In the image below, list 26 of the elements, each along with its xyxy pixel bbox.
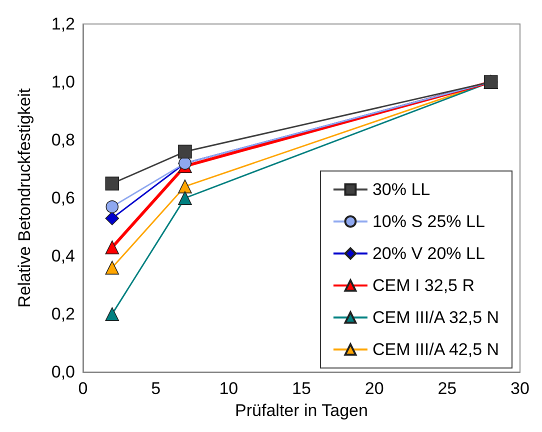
legend-label: 30% LL bbox=[372, 180, 430, 199]
x-tick-label: 10 bbox=[219, 379, 238, 398]
legend-label: CEM I 32,5 R bbox=[372, 276, 475, 295]
point bbox=[105, 211, 120, 226]
point bbox=[105, 176, 120, 190]
y-tick-label: 0,4 bbox=[51, 246, 75, 266]
x-axis-title: Prüfalter in Tagen bbox=[235, 401, 368, 420]
x-tick-label: 0 bbox=[78, 379, 88, 398]
x-tick-label: 30 bbox=[510, 379, 530, 398]
legend-label: CEM III/A 32,5 N bbox=[372, 308, 500, 327]
y-tick-label: 0,8 bbox=[51, 130, 75, 150]
y-tick-label: 0,2 bbox=[51, 304, 75, 324]
point bbox=[178, 144, 192, 159]
y-tick-label: 1,0 bbox=[51, 72, 75, 92]
point bbox=[106, 200, 119, 214]
y-tick-label: 1,2 bbox=[51, 14, 75, 34]
y-tick-label: 0,0 bbox=[51, 362, 75, 382]
legend-label: 20% V 20% LL bbox=[372, 244, 485, 263]
x-tick-label: 20 bbox=[364, 379, 384, 398]
x-tick-label: 5 bbox=[151, 379, 161, 398]
y-tick-label: 0,6 bbox=[51, 188, 75, 208]
y-axis-title: Relative Betondruckfestigkeit bbox=[15, 88, 34, 308]
legend-label: 10% S 25% LL bbox=[372, 212, 485, 231]
x-tick-label: 15 bbox=[292, 379, 311, 398]
x-tick-label: 25 bbox=[438, 379, 457, 398]
legend-label: CEM III/A 42,5 N bbox=[372, 340, 500, 359]
